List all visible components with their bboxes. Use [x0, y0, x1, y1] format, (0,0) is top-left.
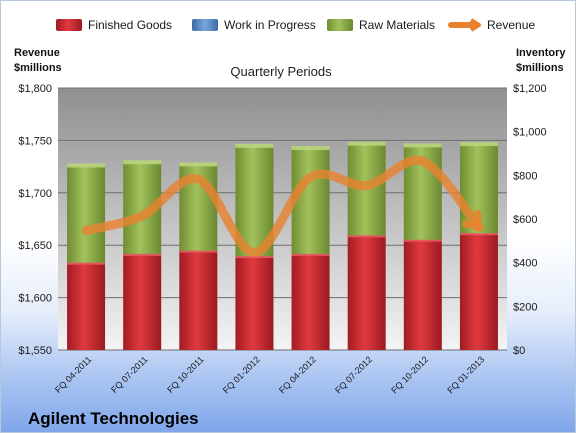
bar-finished-goods [347, 235, 386, 350]
x-tick-label: FQ 01-2012 [221, 354, 262, 395]
y-left-tick-label: $1,800 [18, 83, 52, 95]
y-right-tick-label: $0 [513, 345, 525, 357]
y-right-title-line2: $millions [516, 62, 564, 74]
y-right-tick-label: $1,200 [513, 83, 547, 95]
revenue-arrowhead [461, 209, 483, 231]
bar-cap [123, 160, 162, 165]
bar-finished-goods [235, 256, 274, 350]
revenue-line [81, 155, 484, 258]
x-tick-label: FQ 10-2012 [389, 354, 430, 395]
y-right-title-line1: Inventory [516, 47, 566, 59]
legend-label-revenue: Revenue [487, 18, 535, 32]
x-tick-label: FQ 04-2011 [53, 354, 94, 395]
y-left-tick-label: $1,550 [18, 345, 52, 357]
bar-cap [459, 142, 498, 147]
x-tick-label: FQ 01-2013 [445, 354, 486, 395]
bar-finished-goods [459, 233, 498, 350]
y-left-tick-label: $1,700 [18, 188, 52, 200]
y-left-tick-label: $1,650 [18, 240, 52, 252]
bar-cap [403, 143, 442, 148]
legend-label-raw-materials: Raw Materials [359, 18, 435, 32]
legend-label-finished-goods: Finished Goods [88, 18, 172, 32]
x-tick-label: FQ 10-2011 [165, 354, 206, 395]
chart-subtitle: Quarterly Periods [230, 64, 332, 79]
y-left-tick-label: $1,750 [18, 135, 52, 147]
x-tick-label: FQ 07-2012 [333, 354, 374, 395]
bar-cap [67, 163, 106, 168]
y-right-tick-label: $1,000 [513, 127, 547, 139]
y-left-title-line2: $millions [14, 62, 62, 74]
x-tick-label: FQ 04-2012 [277, 354, 318, 395]
legend-swatch-raw-materials [327, 19, 353, 31]
x-tick-label: FQ 07-2011 [109, 354, 150, 395]
bar-cap [291, 146, 330, 151]
bar-cap [179, 162, 218, 167]
bar-cap [235, 143, 274, 148]
y-right-tick-label: $400 [513, 258, 537, 270]
y-right-tick-label: $800 [513, 170, 537, 182]
legend-arrow [469, 18, 481, 32]
y-right-tick-label: $200 [513, 301, 537, 313]
bar-cap [347, 141, 386, 146]
bar-raw-materials [291, 148, 330, 254]
bar-finished-goods [291, 253, 330, 350]
bar-finished-goods [67, 262, 106, 350]
legend-swatch-work-in-progress [192, 19, 218, 31]
y-left-tick-label: $1,600 [18, 293, 52, 305]
company-name: Agilent Technologies [28, 409, 199, 428]
bar-finished-goods [123, 253, 162, 350]
legend-swatch-finished-goods [56, 19, 82, 31]
legend-label-work-in-progress: Work in Progress [224, 18, 316, 32]
bar-finished-goods [403, 239, 442, 350]
y-right-tick-label: $600 [513, 214, 537, 226]
bar-finished-goods [179, 250, 218, 350]
bar-raw-materials [67, 165, 106, 263]
y-left-title-line1: Revenue [14, 47, 60, 59]
